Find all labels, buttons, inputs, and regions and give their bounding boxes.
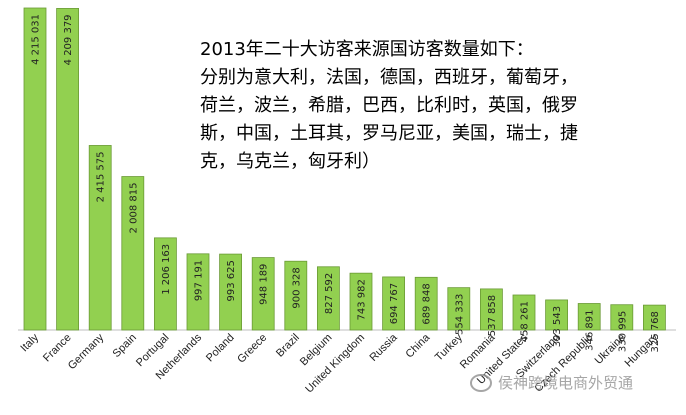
title-line: 克，乌克兰，匈牙利） — [200, 151, 380, 172]
bar-italy — [23, 7, 47, 331]
value-label: 827 592 — [324, 273, 335, 314]
category-label: Brazil — [274, 332, 302, 360]
category-label: China — [404, 331, 433, 360]
value-label: 4 215 031 — [31, 14, 42, 65]
title-line: 分别为意大利，法国，德国，西班牙，葡萄牙， — [200, 67, 578, 88]
value-label: 993 625 — [226, 260, 237, 301]
value-label: 554 333 — [454, 294, 465, 335]
value-label: 4 209 379 — [63, 14, 74, 65]
bar-china — [414, 276, 438, 331]
bar-brazil — [284, 260, 308, 331]
bar-turkey — [447, 287, 471, 331]
bar-spain — [121, 176, 145, 331]
value-label: 997 191 — [194, 260, 205, 301]
bar-portugal — [153, 237, 177, 331]
bar-russia — [382, 276, 406, 331]
value-label: 694 767 — [389, 283, 400, 324]
watermark: 侯神跨境电商外贸通 — [470, 372, 633, 393]
bar-germany — [88, 145, 112, 331]
category-label: Turkey — [433, 331, 465, 363]
value-label: 330 995 — [617, 311, 628, 352]
wechat-icon — [470, 373, 492, 392]
title-line: 斯，中国，土耳其，罗马尼亚，美国，瑞士，捷 — [200, 123, 578, 144]
category-label: Greece — [235, 332, 269, 366]
bar-united-kingdom — [349, 272, 373, 331]
bar-switzerland — [545, 299, 568, 331]
title-line: 2013年二十大访客来源国访客数量如下： — [200, 39, 534, 60]
value-label: 743 982 — [357, 279, 368, 320]
watermark-text: 侯神跨境电商外贸通 — [498, 374, 634, 392]
category-label: Italy — [18, 331, 41, 354]
value-label: 458 261 — [520, 301, 531, 342]
category-label: Spain — [111, 332, 139, 360]
chart-title: 2013年二十大访客来源国访客数量如下： 分别为意大利，法国，德国，西班牙，葡萄… — [200, 36, 670, 176]
title-line: 荷兰，波兰，希腊，巴西，比利时，英国，俄罗 — [200, 95, 578, 116]
bar-netherlands — [186, 253, 210, 331]
value-label: 325 768 — [650, 311, 661, 352]
category-label: Russia — [367, 331, 400, 364]
bar-greece — [251, 257, 275, 331]
bar-poland — [219, 253, 243, 331]
bar-czech-republic — [577, 303, 601, 331]
value-label: 900 328 — [291, 267, 302, 308]
category-label: United Kingdom — [303, 332, 367, 396]
value-label: 346 891 — [585, 309, 596, 350]
value-label: 537 858 — [487, 295, 498, 336]
bar-hungary — [643, 304, 666, 331]
bar-ukraine — [610, 304, 634, 331]
value-label: 2 008 815 — [128, 183, 139, 234]
value-label: 689 848 — [422, 283, 433, 324]
bar-romania — [479, 288, 503, 331]
value-label: 948 189 — [259, 264, 270, 305]
category-label: Germany — [66, 331, 107, 372]
value-label: 2 415 575 — [96, 151, 107, 202]
value-label: 1 206 163 — [161, 244, 172, 295]
category-label: Poland — [204, 332, 237, 365]
value-label: 393 543 — [552, 306, 563, 347]
bar-france — [56, 8, 79, 331]
bar-belgium — [316, 266, 340, 331]
bar-united-states — [512, 294, 536, 331]
